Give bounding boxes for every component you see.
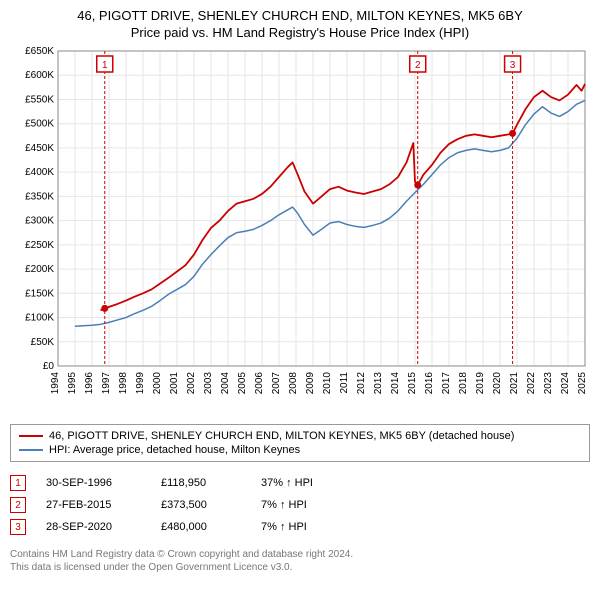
svg-text:£150K: £150K xyxy=(25,288,54,299)
svg-text:1997: 1997 xyxy=(101,372,112,395)
svg-text:2024: 2024 xyxy=(560,372,571,395)
svg-text:2003: 2003 xyxy=(203,372,214,395)
svg-text:1996: 1996 xyxy=(84,372,95,395)
svg-text:2015: 2015 xyxy=(407,372,418,395)
svg-text:£500K: £500K xyxy=(25,119,54,130)
sale-price: £373,500 xyxy=(161,499,241,511)
svg-text:1: 1 xyxy=(102,60,108,71)
svg-text:£300K: £300K xyxy=(25,216,54,227)
legend-swatch xyxy=(19,435,43,437)
sale-pct: 7% ↑ HPI xyxy=(261,521,351,533)
legend-label: HPI: Average price, detached house, Milt… xyxy=(49,444,300,456)
legend-item-hpi: HPI: Average price, detached house, Milt… xyxy=(19,443,581,457)
marker-box: 1 xyxy=(10,475,26,491)
svg-text:£550K: £550K xyxy=(25,94,54,105)
title-line2: Price paid vs. HM Land Registry's House … xyxy=(10,25,590,40)
svg-text:2022: 2022 xyxy=(526,372,537,395)
svg-text:2004: 2004 xyxy=(220,372,231,395)
svg-text:2013: 2013 xyxy=(373,372,384,395)
legend-label: 46, PIGOTT DRIVE, SHENLEY CHURCH END, MI… xyxy=(49,430,514,442)
svg-text:£200K: £200K xyxy=(25,264,54,275)
svg-text:2020: 2020 xyxy=(492,372,503,395)
svg-text:2017: 2017 xyxy=(441,372,452,395)
svg-text:2005: 2005 xyxy=(237,372,248,395)
svg-text:£650K: £650K xyxy=(25,46,54,57)
svg-text:£350K: £350K xyxy=(25,191,54,202)
sale-date: 28-SEP-2020 xyxy=(46,521,141,533)
sale-price: £480,000 xyxy=(161,521,241,533)
svg-text:2: 2 xyxy=(415,60,421,71)
svg-text:2014: 2014 xyxy=(390,372,401,395)
footer: Contains HM Land Registry data © Crown c… xyxy=(10,548,590,574)
legend: 46, PIGOTT DRIVE, SHENLEY CHURCH END, MI… xyxy=(10,424,590,462)
price-chart: £0 £50K £100K £150K £200K £250K £300K £350K £400… xyxy=(10,46,590,416)
legend-swatch xyxy=(19,449,43,451)
svg-text:£100K: £100K xyxy=(25,313,54,324)
svg-text:2016: 2016 xyxy=(424,372,435,395)
svg-text:£600K: £600K xyxy=(25,70,54,81)
svg-text:2009: 2009 xyxy=(305,372,316,395)
sales-table: 1 30-SEP-1996 £118,950 37% ↑ HPI 2 27-FE… xyxy=(10,472,590,538)
sale-pct: 37% ↑ HPI xyxy=(261,477,351,489)
footer-line1: Contains HM Land Registry data © Crown c… xyxy=(10,548,590,561)
sale-pct: 7% ↑ HPI xyxy=(261,499,351,511)
sales-row: 2 27-FEB-2015 £373,500 7% ↑ HPI xyxy=(10,494,590,516)
svg-text:2025: 2025 xyxy=(577,372,588,395)
svg-text:2010: 2010 xyxy=(322,372,333,395)
svg-text:1999: 1999 xyxy=(135,372,146,395)
chart-title-block: 46, PIGOTT DRIVE, SHENLEY CHURCH END, MI… xyxy=(10,8,590,40)
marker-box: 3 xyxy=(10,519,26,535)
svg-text:2001: 2001 xyxy=(169,372,180,395)
sale-price: £118,950 xyxy=(161,477,241,489)
svg-text:2012: 2012 xyxy=(356,372,367,395)
svg-text:2002: 2002 xyxy=(186,372,197,395)
svg-text:£0: £0 xyxy=(43,361,55,372)
svg-text:2019: 2019 xyxy=(475,372,486,395)
sale-date: 27-FEB-2015 xyxy=(46,499,141,511)
svg-text:1995: 1995 xyxy=(67,372,78,395)
sale-date: 30-SEP-1996 xyxy=(46,477,141,489)
sales-row: 3 28-SEP-2020 £480,000 7% ↑ HPI xyxy=(10,516,590,538)
svg-text:£50K: £50K xyxy=(31,337,55,348)
footer-line2: This data is licensed under the Open Gov… xyxy=(10,561,590,574)
svg-text:2011: 2011 xyxy=(339,372,350,394)
svg-text:2021: 2021 xyxy=(509,372,520,395)
svg-text:2000: 2000 xyxy=(152,372,163,395)
marker-box: 2 xyxy=(10,497,26,513)
legend-item-property: 46, PIGOTT DRIVE, SHENLEY CHURCH END, MI… xyxy=(19,429,581,443)
title-line1: 46, PIGOTT DRIVE, SHENLEY CHURCH END, MI… xyxy=(10,8,590,23)
svg-text:£400K: £400K xyxy=(25,167,54,178)
svg-text:£250K: £250K xyxy=(25,240,54,251)
svg-text:2023: 2023 xyxy=(543,372,554,395)
svg-text:3: 3 xyxy=(510,60,516,71)
svg-text:2008: 2008 xyxy=(288,372,299,395)
sales-row: 1 30-SEP-1996 £118,950 37% ↑ HPI xyxy=(10,472,590,494)
svg-text:1998: 1998 xyxy=(118,372,129,395)
svg-text:2018: 2018 xyxy=(458,372,469,395)
svg-text:2006: 2006 xyxy=(254,372,265,395)
svg-text:£450K: £450K xyxy=(25,143,54,154)
svg-text:2007: 2007 xyxy=(271,372,282,395)
svg-text:1994: 1994 xyxy=(50,372,61,395)
